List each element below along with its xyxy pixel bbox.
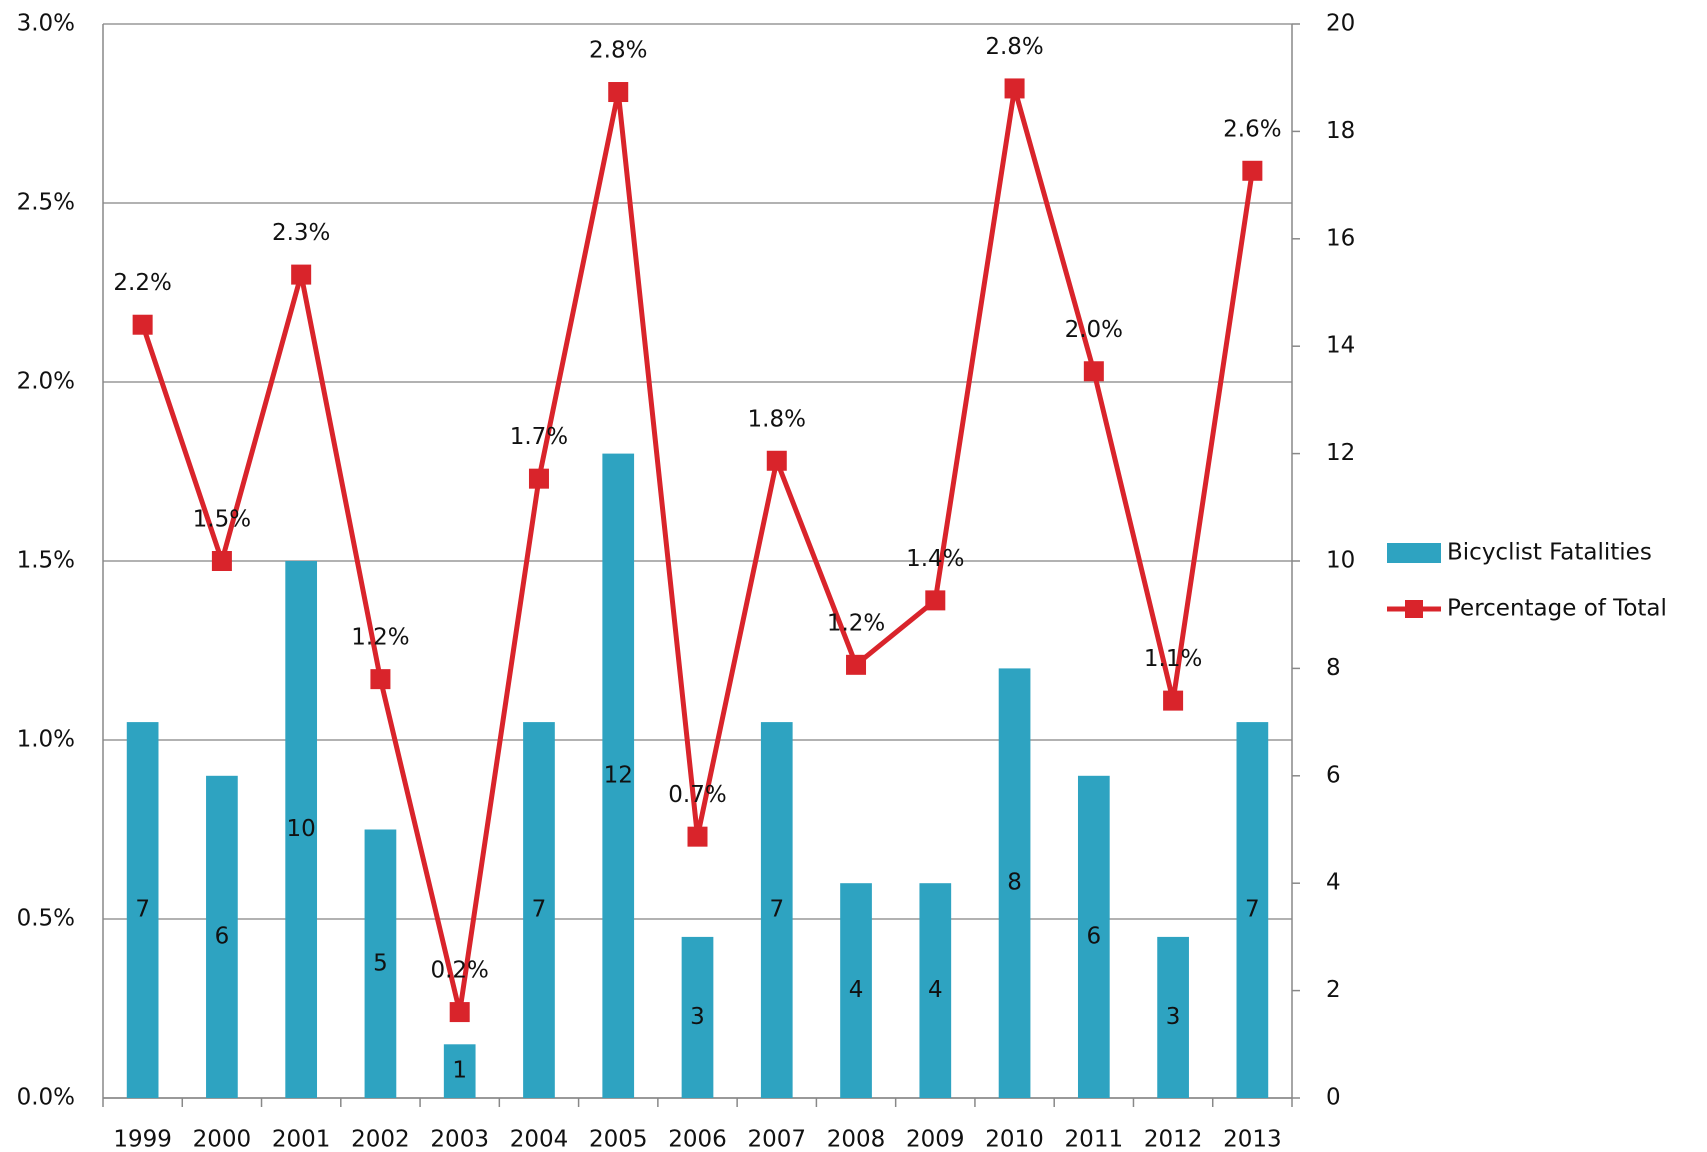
bar-value-label: 4: [928, 977, 943, 1003]
line-value-label: 1.1%: [1144, 646, 1202, 672]
x-tick-label: 2005: [589, 1127, 648, 1152]
line-marker: [766, 450, 787, 471]
x-tick-label: 2001: [272, 1127, 331, 1152]
line-marker: [211, 551, 232, 571]
y2-tick-label: 20: [1326, 11, 1355, 37]
y-tick-label: 3.0%: [17, 11, 75, 37]
line-marker: [1242, 160, 1263, 181]
x-tick-label: 2007: [747, 1127, 806, 1152]
bar-value-label: 12: [604, 762, 633, 788]
legend-swatch: [1405, 600, 1423, 618]
bar: [126, 722, 159, 1098]
bar: [443, 1044, 476, 1098]
bar-value-label: 7: [532, 897, 547, 923]
x-tick-label: 1999: [113, 1127, 172, 1152]
line-marker: [687, 826, 708, 847]
x-tick-label: 2012: [1144, 1127, 1203, 1152]
line-value-label: 1.7%: [510, 424, 568, 450]
y2-tick-label: 4: [1326, 870, 1341, 896]
line-value-label: 1.5%: [193, 507, 251, 533]
y-tick-label: 0.5%: [17, 906, 75, 932]
legend-label: Bicyclist Fatalities: [1447, 540, 1652, 566]
line-value-label: 0.2%: [430, 958, 488, 984]
bar: [998, 668, 1031, 1098]
y2-tick-label: 6: [1326, 762, 1341, 788]
bar-value-label: 3: [1166, 1004, 1181, 1030]
line-marker: [608, 82, 629, 103]
line-value-label: 1.8%: [748, 406, 806, 432]
y2-tick-label: 0: [1326, 1085, 1341, 1111]
line-marker: [1163, 690, 1184, 711]
line-value-label: 1.4%: [906, 546, 964, 572]
bar: [602, 453, 635, 1099]
line-value-label: 0.7%: [668, 782, 726, 808]
line-value-label: 2.2%: [113, 270, 171, 296]
legend-label: Percentage of Total: [1447, 596, 1667, 622]
y2-tick-label: 12: [1326, 440, 1355, 466]
line-marker: [846, 654, 867, 675]
line-marker: [291, 264, 312, 285]
legend-swatch: [1387, 543, 1441, 563]
line-value-label: 2.0%: [1065, 317, 1123, 343]
line-marker: [449, 1002, 470, 1023]
y-tick-label: 1.0%: [17, 727, 75, 753]
line-marker: [370, 669, 391, 690]
line-marker: [1004, 78, 1025, 99]
bar: [1157, 936, 1189, 1098]
y-tick-label: 0.0%: [17, 1085, 75, 1111]
bar: [523, 722, 555, 1098]
bar-value-label: 7: [1245, 897, 1260, 923]
bar-value-label: 3: [690, 1004, 705, 1030]
bar: [285, 561, 318, 1098]
bar-value-label: 7: [769, 897, 784, 923]
bar-value-label: 6: [1087, 923, 1102, 949]
bar-value-label: 8: [1007, 870, 1022, 896]
x-tick-label: 2006: [668, 1127, 727, 1152]
y2-tick-label: 2: [1326, 977, 1341, 1003]
line-value-label: 2.8%: [589, 38, 647, 64]
y-tick-label: 2.0%: [17, 369, 75, 395]
line-value-label: 1.2%: [351, 625, 409, 651]
bar: [919, 883, 952, 1098]
x-tick-label: 2002: [351, 1127, 410, 1152]
bar-value-label: 10: [287, 816, 316, 842]
bar: [760, 722, 793, 1098]
bar: [1077, 775, 1110, 1098]
bar: [681, 936, 714, 1098]
line-marker: [528, 468, 549, 489]
line-marker: [1083, 361, 1104, 382]
x-tick-label: 2003: [430, 1127, 489, 1152]
bar: [1236, 722, 1269, 1098]
bar-value-label: 4: [849, 977, 864, 1003]
y2-tick-label: 14: [1326, 333, 1355, 359]
bar-value-label: 7: [135, 897, 150, 923]
x-tick-label: 2009: [906, 1127, 965, 1152]
bar: [364, 829, 397, 1098]
y2-tick-label: 10: [1326, 548, 1355, 574]
x-tick-label: 2000: [193, 1127, 252, 1152]
bar: [840, 883, 872, 1098]
y2-tick-label: 18: [1326, 118, 1355, 144]
line-value-label: 2.3%: [272, 220, 330, 246]
line-value-label: 2.8%: [985, 34, 1043, 60]
x-tick-label: 2011: [1065, 1127, 1124, 1152]
x-tick-label: 2010: [985, 1127, 1044, 1152]
bar: [206, 775, 238, 1098]
y2-tick-label: 8: [1326, 655, 1341, 681]
x-tick-label: 2004: [510, 1127, 569, 1152]
line-marker: [925, 590, 946, 611]
line-value-label: 1.2%: [827, 610, 885, 636]
x-tick-label: 2008: [827, 1127, 886, 1152]
bar-value-label: 1: [452, 1058, 467, 1084]
y-tick-label: 2.5%: [17, 190, 75, 216]
bar-value-label: 6: [215, 923, 230, 949]
y-tick-label: 1.5%: [17, 548, 75, 574]
y2-tick-label: 16: [1326, 225, 1355, 251]
line-marker: [132, 314, 153, 335]
x-tick-label: 2013: [1223, 1127, 1282, 1152]
line-value-label: 2.6%: [1223, 116, 1281, 142]
bar-value-label: 5: [373, 950, 388, 976]
